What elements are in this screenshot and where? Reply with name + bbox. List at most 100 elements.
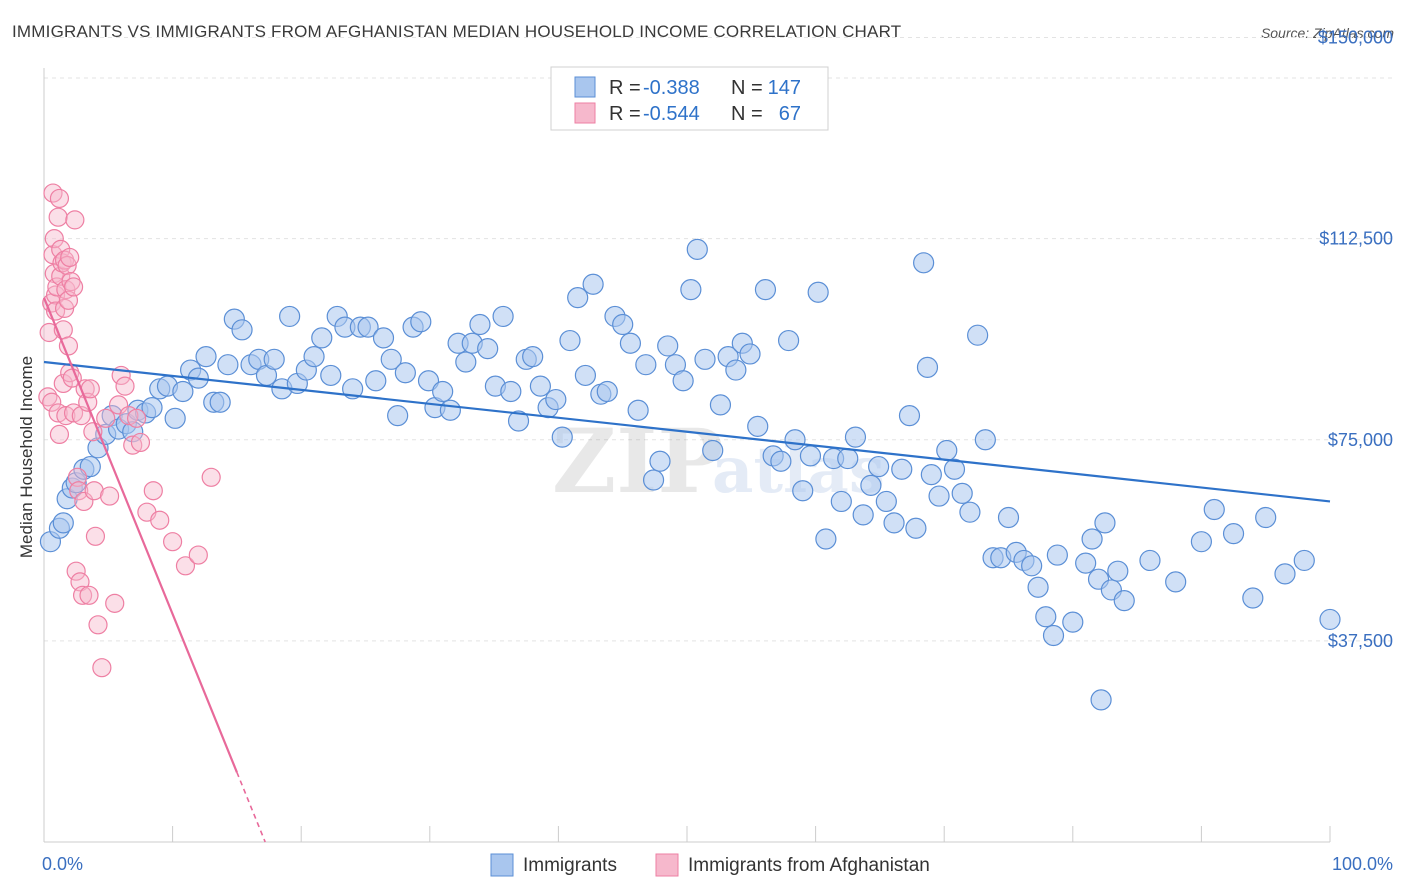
immigrants-point-126 (967, 324, 989, 346)
afghanistan-point-61 (143, 481, 163, 501)
afghanistan-point-13 (49, 188, 70, 209)
y-tick-label-3: $150,000 (1318, 28, 1393, 48)
immigrants-point-46 (372, 327, 395, 349)
afghanistan-point-2 (42, 392, 62, 412)
immigrants-point-111 (860, 474, 882, 496)
immigrants-point-76 (596, 380, 618, 403)
immigrants-point-102 (792, 480, 814, 502)
afghanistan-point-31 (63, 403, 84, 423)
immigrants-point-103 (799, 445, 822, 467)
immigrants-point-148 (1165, 571, 1187, 593)
afghanistan-point-32 (63, 277, 84, 297)
immigrants-point-52 (417, 370, 440, 392)
immigrants-point-20 (172, 380, 194, 403)
immigrants-point-105 (815, 528, 837, 550)
immigrants-point-104 (807, 281, 829, 303)
stat-n-label-2: N = (731, 103, 763, 125)
immigrants-point-134 (1027, 576, 1049, 598)
afghanistan-point-49 (92, 658, 112, 678)
immigrants-point-44 (357, 316, 379, 338)
immigrants-point-69 (545, 388, 567, 411)
afghanistan-point-12 (48, 207, 68, 227)
immigrants-point-137 (1046, 544, 1068, 566)
afghanistan-point-0 (38, 387, 58, 407)
afghanistan-point-59 (130, 432, 151, 453)
afghanistan-point-29 (61, 271, 81, 292)
trendlines (42, 297, 1331, 843)
immigrants-point-37 (303, 346, 325, 368)
immigrants-point-93 (725, 359, 747, 381)
x-tick-label-0: 0.0% (42, 854, 83, 874)
immigrants-point-87 (680, 279, 702, 301)
immigrants-point-125 (959, 501, 981, 523)
immigrants-point-155 (1293, 549, 1315, 572)
afghanistan-point-21 (54, 250, 75, 270)
afghanistan-point-63 (163, 532, 183, 552)
immigrants-point-88 (686, 238, 708, 260)
afghanistan-point-8 (45, 285, 66, 305)
legend-swatch-immigrants (490, 853, 514, 877)
immigrants-point-138 (1062, 611, 1084, 633)
immigrants-point-96 (747, 415, 769, 437)
afghanistan-point-47 (85, 526, 106, 546)
immigrants-point-120 (920, 464, 942, 486)
legend: Immigrants Immigrants from Afghanistan (490, 853, 930, 877)
afghanistan-point-43 (79, 585, 99, 605)
immigrants-point-91 (709, 394, 732, 416)
immigrants-point-32 (263, 348, 285, 370)
stat-n-label-1: N = (731, 77, 763, 99)
afghanistan-point-64 (175, 556, 196, 576)
immigrants-point-49 (394, 362, 416, 384)
immigrants-point-80 (627, 399, 649, 421)
immigrants-point-123 (943, 458, 966, 480)
y-tick-label-0: $37,500 (1328, 631, 1393, 651)
immigrants-point-135 (1035, 606, 1057, 628)
stats-swatch-pink (574, 102, 596, 124)
immigrants-point-99 (770, 450, 792, 472)
afghanistan-point-27 (60, 247, 80, 268)
immigrants-point-109 (844, 426, 867, 448)
immigrants-point-147 (1139, 549, 1161, 572)
immigrants-point-118 (913, 252, 935, 274)
immigrants-point-151 (1222, 523, 1245, 545)
immigrants-point-119 (916, 356, 939, 378)
afghanistan-point-48 (88, 615, 108, 635)
immigrants-point-145 (1107, 560, 1129, 582)
afghanistan-point-39 (72, 585, 93, 605)
y-tick-label-2: $112,500 (1319, 229, 1393, 249)
stat-r-label-1: R = (609, 77, 641, 99)
immigrants-point-117 (905, 517, 927, 539)
y-tick-label-1: $75,000 (1328, 430, 1393, 450)
afghanistan-point-50 (96, 408, 116, 428)
immigrants-point-127 (974, 429, 996, 451)
afghanistan-point-46 (84, 481, 104, 501)
immigrants-point-95 (739, 343, 761, 365)
immigrants-point-133 (1021, 555, 1043, 577)
immigrants-point-113 (875, 490, 897, 513)
immigrants-point-48 (387, 405, 409, 427)
immigrants-point-154 (1274, 563, 1296, 585)
immigrants-point-34 (279, 305, 301, 328)
immigrants-point-139 (1075, 552, 1097, 574)
immigrants-point-140 (1081, 528, 1103, 550)
immigrants-point-156 (1319, 608, 1341, 631)
immigrants-point-82 (642, 469, 665, 491)
immigrants-point-150 (1203, 498, 1225, 521)
immigrants-point-146 (1113, 590, 1135, 612)
immigrants-point-62 (492, 305, 514, 328)
legend-swatch-afghanistan (655, 853, 679, 877)
immigrants-point-86 (672, 370, 694, 392)
immigrants-point-116 (898, 405, 921, 427)
afghanistan-point-36 (69, 481, 89, 501)
immigrants-point-51 (410, 311, 432, 333)
immigrants-point-124 (951, 482, 973, 505)
immigrants-point-78 (612, 313, 634, 336)
immigrants-point-84 (657, 335, 679, 357)
immigrants-point-83 (649, 450, 671, 472)
immigrants-point-16 (141, 396, 163, 419)
afghanistan-point-33 (65, 210, 85, 230)
immigrants-point-122 (936, 439, 958, 462)
immigrants-point-79 (619, 332, 642, 354)
immigrants-point-110 (852, 504, 874, 526)
immigrants-point-63 (500, 380, 522, 403)
